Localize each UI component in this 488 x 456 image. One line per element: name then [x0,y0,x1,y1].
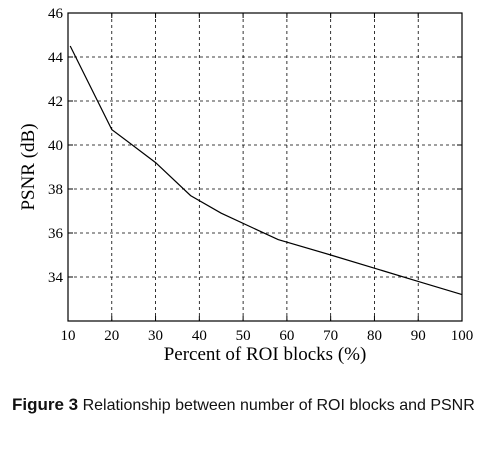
psnr-line-chart: 10 20 30 40 50 60 70 80 90 100 34 36 38 40 42 44 46 Perc… [18,6,473,365]
y-tick-label: 42 [48,94,63,110]
caption-label: Figure 3 [12,395,79,414]
series-layer [69,45,463,296]
x-tick-label: 40 [192,328,207,344]
x-axis-label: Percent of ROI blocks (%) [164,344,367,365]
y-tick-label: 46 [48,6,64,22]
x-tick-label: 100 [451,328,474,344]
caption-text: Relationship between number of ROI block… [82,397,475,414]
figure-caption: Figure 3 Relationship between number of … [12,392,478,419]
y-tick-label: 44 [48,50,64,66]
x-tick-label: 70 [323,328,338,344]
y-tick-label: 40 [48,138,63,154]
x-tick-label: 10 [61,328,76,344]
plot-frame [67,12,463,322]
axis-ticks: 10 20 30 40 50 60 70 80 90 100 34 36 38 40 42 44 46 [48,6,473,344]
x-tick-label: 90 [411,328,426,344]
x-tick-label: 30 [148,328,163,344]
x-tick-label: 50 [236,328,251,344]
y-tick-label: 36 [48,226,64,242]
grid [68,13,462,321]
y-tick-label: 38 [48,182,63,198]
x-tick-label: 20 [104,328,119,344]
x-tick-label: 60 [279,328,294,344]
y-axis-label: PSNR (dB) [18,123,39,210]
psnr-series-line [69,45,463,296]
x-tick-label: 80 [367,328,382,344]
y-tick-label: 34 [48,270,64,286]
